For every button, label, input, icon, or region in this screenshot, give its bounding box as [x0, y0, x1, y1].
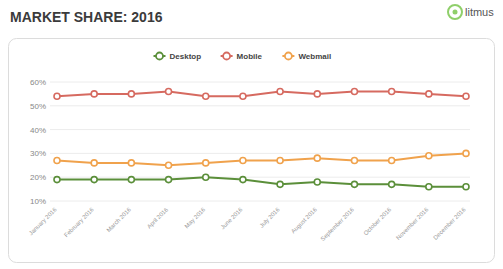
- x-tick-label: March 2016: [105, 206, 132, 233]
- x-tick-label: May 2016: [184, 206, 207, 229]
- legend: Desktop Mobile Webmail: [154, 52, 332, 61]
- y-tick-label: 50%: [30, 102, 46, 111]
- point: [351, 158, 357, 164]
- x-tick-label: February 2016: [63, 206, 95, 238]
- y-tick-label: 60%: [30, 78, 46, 87]
- point: [166, 177, 172, 183]
- legend-marker: [285, 53, 292, 60]
- legend-marker: [156, 53, 163, 60]
- chart: MARKET SHARE: 2016 litmus 10% 20% 30% 40% 50% 6…: [0, 0, 503, 269]
- point: [128, 160, 134, 166]
- x-tick-label: August 2016: [290, 206, 319, 235]
- legend-marker: [223, 53, 230, 60]
- series: [54, 89, 469, 100]
- point: [240, 93, 246, 99]
- grid-line: [50, 177, 470, 178]
- point: [277, 158, 283, 164]
- point: [54, 158, 60, 164]
- point: [91, 177, 97, 183]
- point: [426, 91, 432, 97]
- brand: litmus: [465, 6, 494, 18]
- logo-icon: [448, 5, 462, 19]
- x-tick-label: November 2016: [395, 206, 430, 241]
- point: [128, 177, 134, 183]
- y-tick-label: 10%: [30, 197, 46, 206]
- legend-label: Mobile: [237, 52, 263, 61]
- point: [166, 162, 172, 168]
- y-tick-label: 20%: [30, 173, 46, 182]
- grid-line: [50, 105, 470, 106]
- title: MARKET SHARE: 2016: [10, 9, 163, 25]
- point: [240, 158, 246, 164]
- logo-dot: [453, 10, 458, 15]
- line: [57, 153, 466, 165]
- series: [54, 150, 469, 168]
- point: [277, 89, 283, 95]
- point: [351, 89, 357, 95]
- x-tick-label: June 2016: [220, 206, 245, 231]
- x-axis: January 2016February 2016 March 2016 April…: [28, 206, 467, 242]
- grid-line: [50, 82, 470, 83]
- x-tick-label: January 2016: [28, 206, 58, 236]
- point: [389, 181, 395, 187]
- point: [463, 184, 469, 190]
- x-tick-label: September 2016: [320, 206, 356, 242]
- grid-line: [50, 129, 470, 130]
- point: [166, 89, 172, 95]
- x-tick-label: October 2016: [362, 206, 392, 236]
- grid-line: [50, 201, 470, 202]
- point: [351, 181, 357, 187]
- point: [54, 93, 60, 99]
- grid-line: [50, 153, 470, 154]
- point: [463, 93, 469, 99]
- point: [426, 184, 432, 190]
- point: [128, 91, 134, 97]
- point: [314, 91, 320, 97]
- point: [91, 91, 97, 97]
- point: [389, 158, 395, 164]
- series: [54, 174, 469, 190]
- point: [314, 155, 320, 161]
- point: [54, 177, 60, 183]
- point: [314, 179, 320, 185]
- point: [389, 89, 395, 95]
- card: [9, 39, 495, 263]
- point: [463, 150, 469, 156]
- x-tick-label: April 2016: [146, 206, 170, 230]
- y-axis: 10% 20% 30% 40% 50% 60%: [30, 78, 470, 206]
- legend-label: Webmail: [298, 52, 331, 61]
- point: [277, 181, 283, 187]
- line: [57, 92, 466, 97]
- point: [203, 93, 209, 99]
- y-tick-label: 30%: [30, 149, 46, 158]
- x-tick-label: December 2016: [432, 206, 467, 241]
- line: [57, 177, 466, 187]
- legend-label: Desktop: [170, 52, 202, 61]
- point: [203, 160, 209, 166]
- x-tick-label: July 2016: [258, 206, 281, 229]
- point: [91, 160, 97, 166]
- y-tick-label: 40%: [30, 126, 46, 135]
- point: [426, 153, 432, 159]
- logo: litmus: [448, 5, 494, 19]
- plot-area: [54, 89, 469, 190]
- point: [203, 174, 209, 180]
- point: [240, 177, 246, 183]
